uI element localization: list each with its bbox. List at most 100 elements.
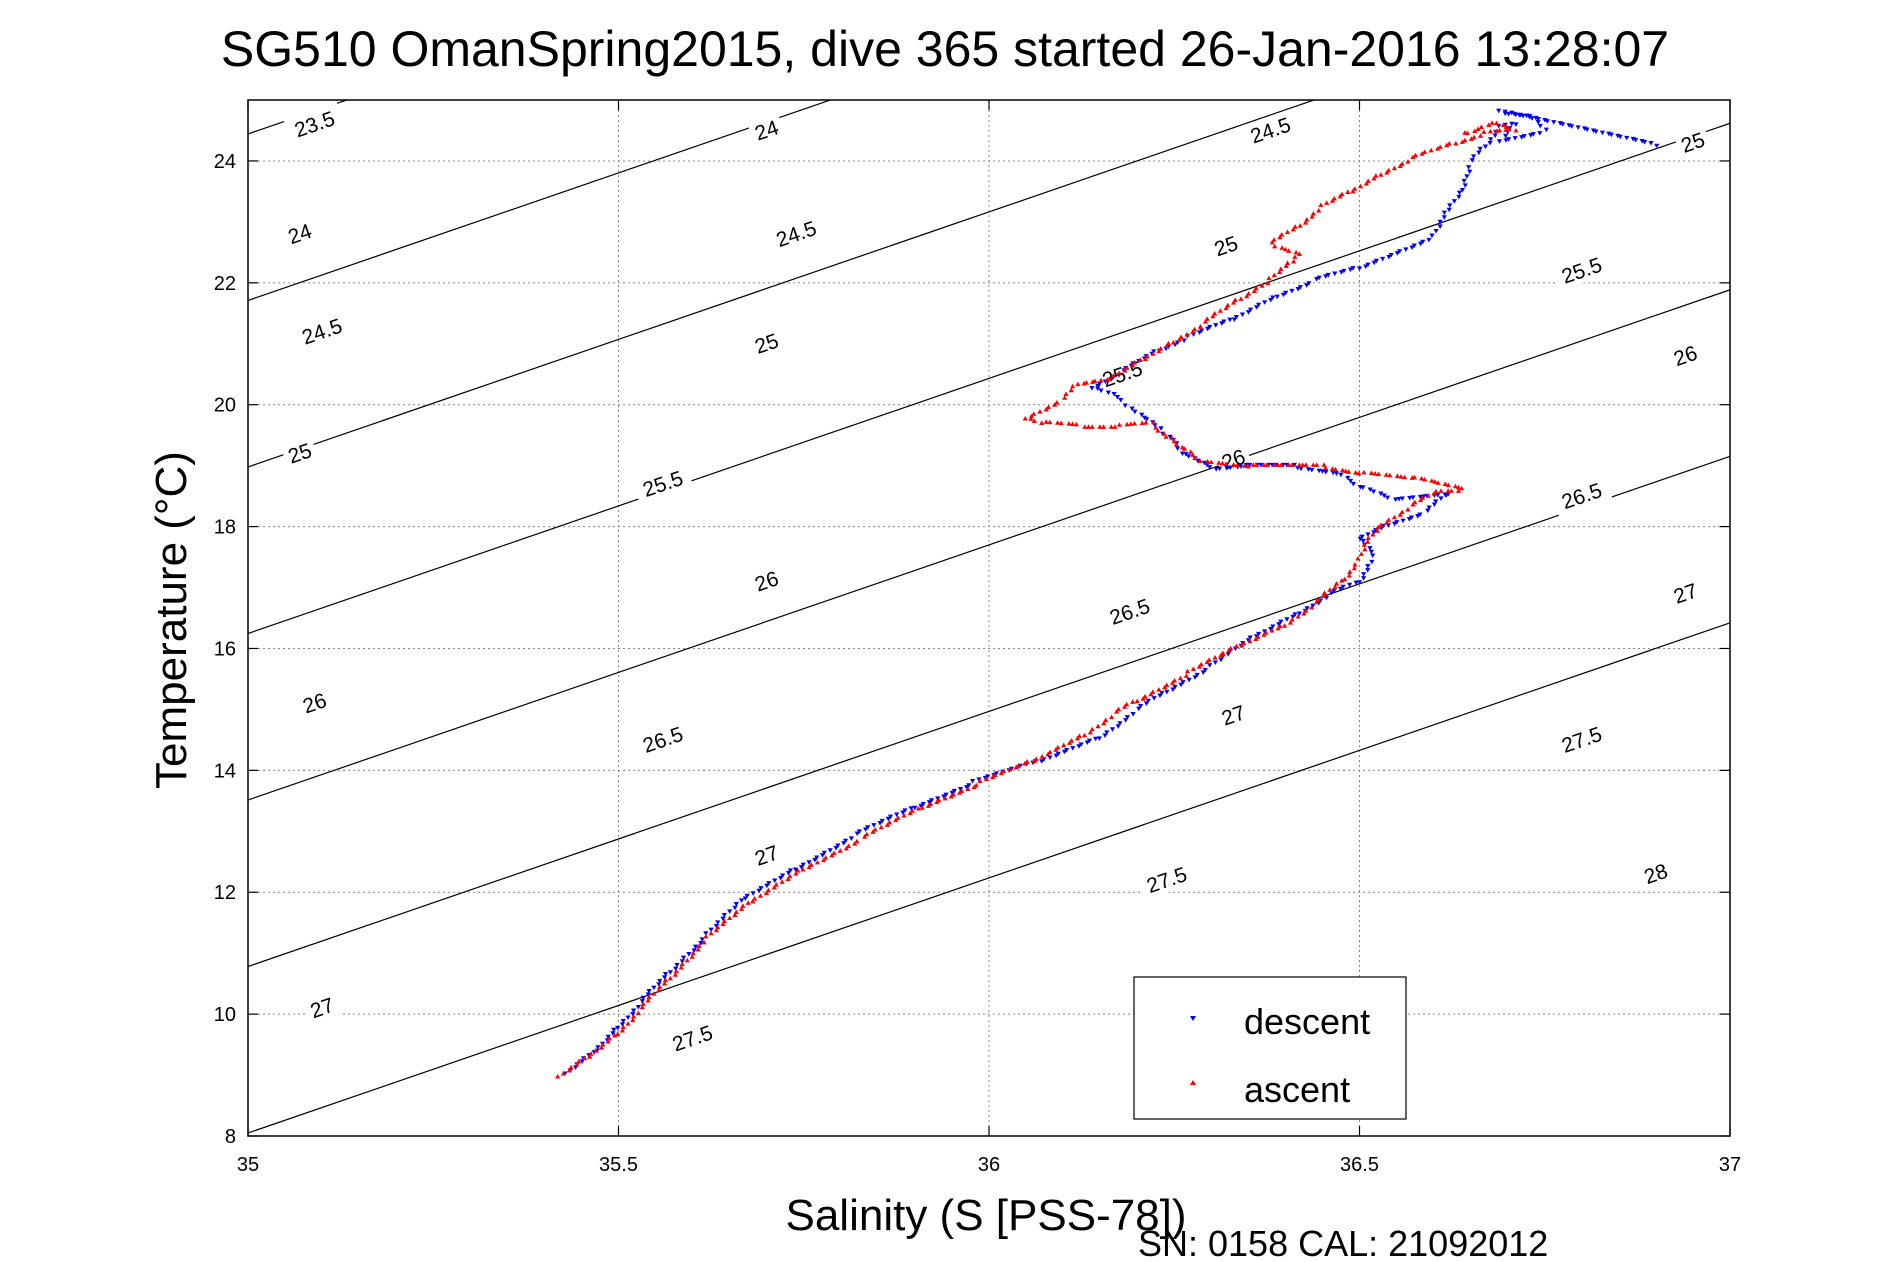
ascent-point: [1433, 488, 1439, 494]
ascent-point: [657, 984, 663, 989]
descent-point: [605, 1034, 611, 1040]
ascent-point: [1177, 675, 1184, 681]
descent-point: [772, 878, 778, 884]
ascent-point: [973, 782, 979, 788]
ascent-point: [1039, 420, 1045, 425]
descent-point: [1136, 706, 1142, 712]
ascent-point: [1163, 434, 1169, 439]
descent-point: [1520, 113, 1526, 119]
descent-point: [1256, 302, 1262, 308]
descent-point: [1394, 251, 1400, 256]
descent-point: [787, 868, 794, 873]
ascent-point: [1095, 723, 1101, 729]
descent-point: [1380, 256, 1386, 262]
descent-point: [1654, 143, 1660, 149]
ascent-point: [587, 1054, 593, 1059]
ascent-point: [1039, 754, 1045, 759]
density-contour-line: [248, 122, 1730, 635]
ascent-point: [870, 829, 876, 834]
descent-point: [1356, 266, 1363, 271]
descent-point: [1095, 386, 1101, 392]
descent-point: [1070, 746, 1076, 751]
ascent-point: [695, 946, 701, 952]
ascent-point: [915, 805, 922, 811]
descent-point: [1152, 423, 1158, 428]
descent-point: [1221, 319, 1227, 325]
ascent-point: [1279, 245, 1285, 250]
ascent-point: [1452, 483, 1459, 489]
descent-point: [894, 812, 900, 818]
x-tick-label: 35.5: [599, 1154, 638, 1176]
ascent-point: [1158, 345, 1164, 351]
ascent-point: [1122, 367, 1128, 373]
ascent-point: [1037, 409, 1043, 414]
ascent-point: [1371, 175, 1377, 181]
ascent-point: [1352, 186, 1358, 191]
ascent-point: [1089, 424, 1095, 429]
axis-ticks: 35 35.5 36 36.5 37 8 10 12 14 16 18 20 22 24: [214, 100, 1741, 1176]
descent-point: [879, 818, 885, 824]
contour-label-background: [747, 325, 786, 361]
descent-point: [1139, 412, 1145, 418]
ascent-point: [1108, 714, 1115, 720]
ascent-point: [1302, 220, 1309, 225]
ascent-point: [1284, 260, 1291, 265]
descent-point: [1345, 475, 1351, 481]
ascent-point: [605, 1038, 611, 1044]
contour-label-background: [1213, 697, 1253, 733]
descent-point: [1213, 323, 1219, 328]
ascent-point: [1289, 617, 1295, 622]
ascent-point: [630, 1017, 636, 1023]
ascent-point: [720, 921, 726, 927]
ascent-point: [837, 848, 843, 853]
descent-point: [1331, 588, 1337, 594]
contour-label: 27.5: [670, 1021, 716, 1056]
ascent-point: [740, 903, 746, 908]
ascent-point: [1055, 744, 1061, 750]
descent-point: [1365, 262, 1371, 268]
descent-point: [1584, 127, 1590, 133]
ascent-point: [1327, 587, 1333, 592]
y-tick-label: 24: [214, 151, 236, 173]
descent-point: [1350, 266, 1356, 271]
descent-point: [625, 1015, 631, 1021]
ascent-point: [1073, 421, 1079, 427]
ascent-point: [1015, 762, 1022, 768]
ascent-point: [1315, 596, 1321, 601]
descent-point: [1530, 132, 1536, 137]
descent-point: [1378, 491, 1384, 497]
ascent-point: [1188, 449, 1194, 454]
ascent-point: [1391, 165, 1398, 171]
descent-point: [1426, 505, 1432, 511]
ascent-point: [1412, 499, 1418, 505]
ascent-point: [1261, 462, 1267, 467]
ascent-point: [1062, 395, 1068, 400]
ascent-point: [588, 1051, 594, 1056]
descent-point: [1340, 584, 1346, 590]
contour-label: 23.5: [292, 107, 338, 142]
ascent-point: [1153, 425, 1159, 430]
descent-point: [686, 951, 692, 957]
ascent-point: [1139, 420, 1145, 426]
ascent-point: [1171, 677, 1178, 683]
ascent-point: [1234, 643, 1240, 649]
descent-point: [1118, 398, 1124, 403]
data-series: [555, 108, 1660, 1079]
ascent-point: [1265, 280, 1271, 286]
ascent-point: [1083, 380, 1089, 385]
descent-point: [1145, 698, 1151, 704]
ascent-point: [1112, 424, 1118, 429]
descent-point: [1207, 324, 1213, 330]
descent-point: [1262, 300, 1268, 305]
ascent-point: [779, 879, 785, 884]
descent-point: [640, 995, 646, 1001]
ascent-point: [872, 826, 878, 832]
ascent-point: [1316, 207, 1322, 213]
descent-point: [1291, 462, 1298, 468]
ascent-point: [814, 859, 821, 865]
ascent-point: [598, 1045, 605, 1050]
density-contour-line: [248, 289, 1730, 801]
descent-point: [674, 962, 680, 968]
ascent-point: [977, 778, 983, 783]
descent-point: [615, 1025, 621, 1031]
